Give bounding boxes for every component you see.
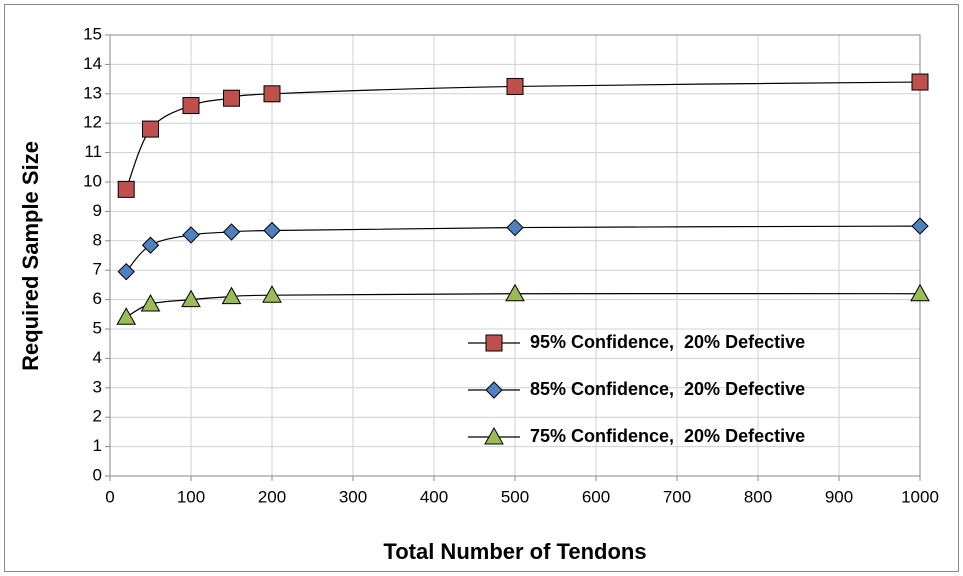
x-tick-label: 500 [501, 487, 529, 506]
marker [221, 286, 242, 305]
marker [911, 73, 929, 91]
y-tick-label: 1 [93, 436, 102, 455]
y-tick-label: 15 [83, 24, 102, 43]
y-tick-label: 12 [83, 113, 102, 132]
y-tick-label: 10 [83, 171, 102, 190]
y-tick-label: 6 [93, 289, 102, 308]
chart-border [4, 4, 959, 572]
marker [116, 307, 137, 325]
x-tick-label: 600 [582, 487, 610, 506]
x-tick-label: 0 [105, 487, 114, 506]
x-tick-label: 900 [825, 487, 853, 506]
y-tick-label: 8 [93, 230, 102, 249]
marker [506, 218, 524, 237]
plot-area [109, 34, 921, 477]
marker [181, 289, 201, 308]
x-tick-label: 800 [744, 487, 772, 506]
y-tick-label: 0 [93, 465, 102, 484]
legend-label: 85% Confidence, 20% Defective [530, 379, 805, 399]
x-tick-label: 200 [258, 487, 286, 506]
marker [117, 180, 135, 198]
marker [182, 97, 200, 115]
y-tick-label: 7 [93, 260, 102, 279]
y-tick-label: 14 [83, 54, 102, 73]
marker [505, 283, 525, 302]
y-tick-label: 3 [93, 377, 102, 396]
x-tick-label: 300 [339, 487, 367, 506]
y-tick-label: 9 [93, 201, 102, 220]
marker [222, 223, 241, 241]
marker [223, 89, 240, 107]
marker [911, 217, 929, 235]
x-tick-label: 100 [177, 487, 205, 506]
marker [263, 221, 281, 240]
y-axis-title: Required Sample Size [18, 141, 43, 371]
legend-label: 95% Confidence, 20% Defective [530, 332, 805, 352]
marker [142, 120, 159, 138]
y-tick-label: 11 [84, 142, 102, 161]
y-tick-label: 13 [83, 83, 102, 102]
legend-label: 75% Confidence, 20% Defective [530, 426, 805, 446]
x-axis-title: Total Number of Tendons [383, 539, 646, 564]
marker [263, 85, 281, 103]
marker [506, 77, 524, 95]
legend-marker [484, 426, 504, 445]
x-tick-label: 700 [663, 487, 691, 506]
marker [182, 226, 200, 244]
y-tick-label: 4 [93, 348, 102, 367]
y-tick-label: 2 [93, 407, 102, 426]
marker [141, 236, 160, 254]
x-tick-label: 400 [420, 487, 448, 506]
marker [117, 262, 135, 281]
legend-marker [485, 381, 503, 399]
legend-marker [485, 334, 503, 352]
marker [910, 283, 930, 302]
marker [262, 285, 282, 303]
x-tick-label: 1000 [901, 487, 939, 506]
y-tick-label: 5 [93, 318, 102, 337]
marker [140, 293, 161, 312]
